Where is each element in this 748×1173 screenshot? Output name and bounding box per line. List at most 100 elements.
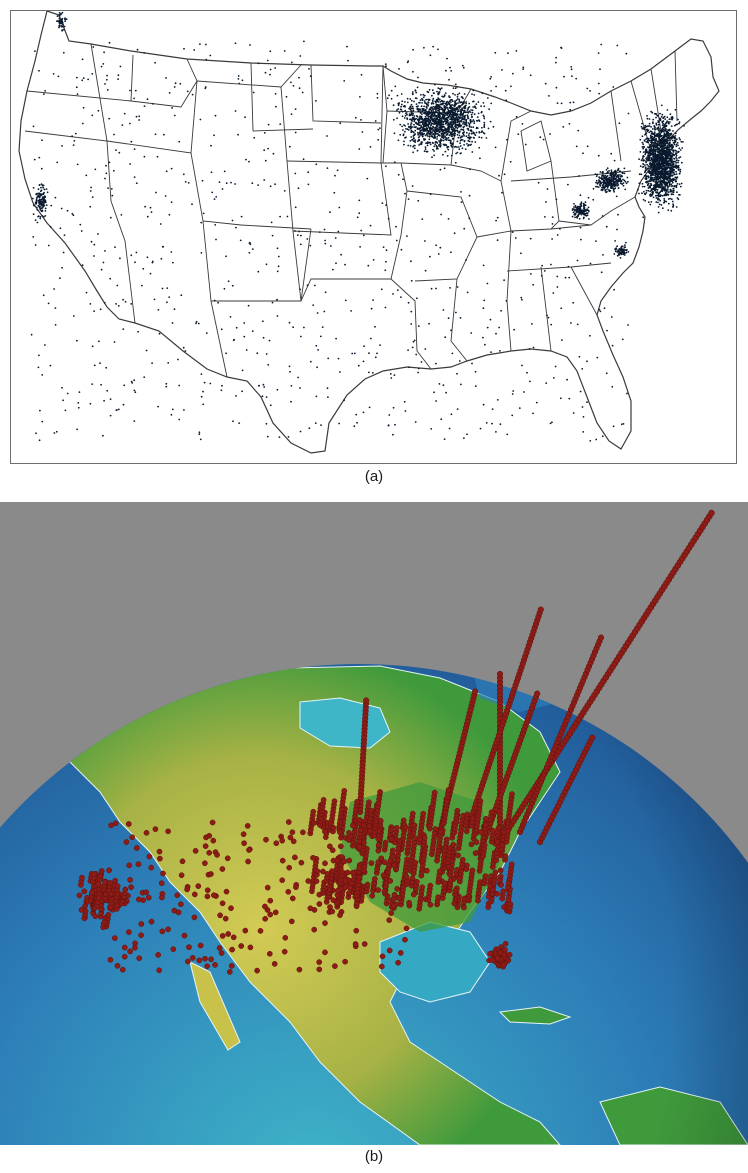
data-point (173, 86, 176, 88)
data-point (468, 132, 471, 135)
data-point (650, 157, 653, 160)
data-point (646, 151, 648, 154)
data-point (44, 199, 47, 202)
data-point (133, 148, 136, 151)
data-point (40, 183, 43, 186)
data-point (601, 215, 604, 217)
data-point (422, 123, 424, 126)
data-point (269, 50, 272, 53)
data-point (448, 427, 451, 430)
data-point (644, 200, 647, 202)
data-point (467, 117, 469, 120)
data-point (405, 112, 407, 115)
data-point (177, 358, 179, 361)
data-point (415, 115, 418, 117)
data-point (202, 390, 204, 393)
data-point (672, 154, 674, 156)
data-point (641, 185, 644, 188)
data-point (111, 194, 114, 197)
data-point (667, 174, 670, 176)
data-point (647, 201, 650, 204)
data-point (644, 150, 647, 153)
data-point (431, 123, 433, 125)
data-point (654, 178, 657, 181)
data-point (501, 69, 503, 71)
data-point (315, 344, 318, 347)
data-point (624, 244, 626, 247)
data-point (473, 113, 476, 116)
data-point (386, 97, 389, 100)
data-point (397, 108, 399, 110)
data-point (576, 208, 579, 211)
data-point (461, 107, 463, 110)
data-point (491, 422, 493, 425)
data-point (506, 433, 509, 436)
data-point (59, 277, 61, 280)
data-point (662, 163, 664, 166)
data-point (669, 141, 671, 144)
data-point (644, 153, 647, 156)
data-point (410, 107, 413, 110)
data-point (466, 433, 468, 436)
data-point (667, 135, 670, 138)
data-point (646, 181, 648, 184)
data-point (637, 188, 639, 191)
data-point (669, 155, 672, 158)
data-point (662, 178, 665, 181)
data-point (454, 119, 457, 122)
data-point (453, 129, 456, 132)
data-point (478, 131, 481, 134)
data-point (483, 105, 486, 108)
data-point (62, 399, 64, 402)
data-point (510, 85, 512, 88)
data-point (663, 166, 666, 168)
data-point (428, 135, 431, 138)
data-point (614, 250, 617, 253)
data-point (199, 438, 202, 441)
data-point (670, 125, 673, 127)
data-point (647, 137, 650, 140)
data-point (485, 137, 488, 139)
data-point (567, 183, 569, 186)
data-point (435, 128, 437, 131)
data-point (198, 433, 201, 436)
data-point (417, 136, 420, 139)
data-point (440, 87, 443, 89)
data-point (657, 140, 660, 143)
data-point (673, 143, 676, 146)
data-point (411, 114, 414, 117)
data-point (182, 346, 185, 349)
data-point (659, 145, 662, 148)
data-point (662, 127, 664, 129)
data-point (318, 231, 321, 234)
data-point (443, 167, 446, 170)
data-point (671, 169, 674, 172)
data-point (652, 166, 655, 168)
data-point (324, 291, 327, 294)
data-point (480, 136, 483, 139)
data-point (476, 116, 479, 118)
data-point (612, 189, 615, 192)
data-point (644, 174, 647, 177)
data-point (643, 126, 645, 129)
data-point (424, 119, 427, 122)
data-point (413, 119, 416, 121)
data-point (434, 143, 437, 146)
data-point (423, 150, 426, 153)
data-point (676, 197, 679, 199)
data-point (664, 142, 667, 145)
data-point (451, 110, 454, 112)
data-point (45, 188, 48, 191)
data-point (237, 133, 240, 136)
data-point (647, 129, 650, 132)
data-point (122, 328, 125, 330)
data-point (652, 161, 655, 164)
data-point (450, 107, 453, 110)
data-point (460, 136, 462, 139)
data-point (116, 284, 119, 287)
data-point (662, 116, 665, 119)
data-point (529, 237, 532, 240)
data-point (423, 46, 425, 49)
data-point (662, 157, 664, 160)
data-point (652, 170, 655, 172)
